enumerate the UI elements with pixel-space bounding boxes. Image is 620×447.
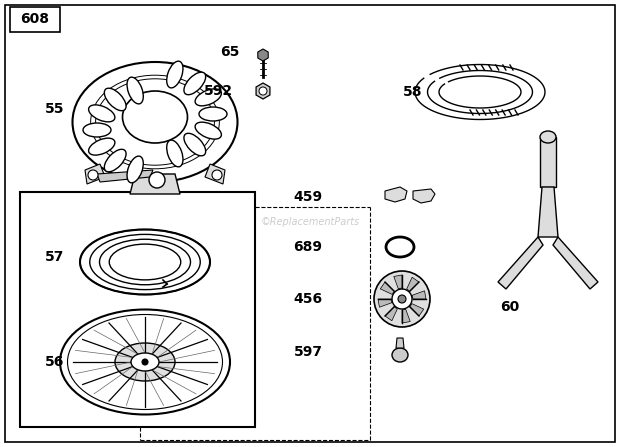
Ellipse shape — [115, 343, 175, 381]
Ellipse shape — [60, 309, 230, 414]
Polygon shape — [413, 189, 435, 203]
Circle shape — [88, 170, 98, 180]
Ellipse shape — [199, 107, 227, 121]
Polygon shape — [407, 277, 419, 291]
Text: 65: 65 — [220, 45, 240, 59]
Circle shape — [392, 289, 412, 309]
Text: 56: 56 — [45, 355, 64, 369]
Bar — [540, 137, 556, 187]
Ellipse shape — [89, 138, 115, 155]
Text: 459: 459 — [293, 190, 322, 204]
Polygon shape — [410, 304, 423, 316]
Text: 456: 456 — [293, 292, 322, 306]
Ellipse shape — [195, 122, 221, 139]
Polygon shape — [412, 291, 426, 299]
Ellipse shape — [89, 105, 115, 122]
Polygon shape — [85, 164, 105, 184]
Ellipse shape — [123, 91, 187, 143]
Polygon shape — [538, 187, 558, 237]
Polygon shape — [380, 282, 394, 295]
Polygon shape — [256, 83, 270, 99]
Text: 689: 689 — [293, 240, 322, 254]
Text: 608: 608 — [20, 12, 50, 26]
Ellipse shape — [73, 62, 237, 182]
Text: 57: 57 — [45, 250, 64, 264]
Circle shape — [259, 87, 267, 95]
Polygon shape — [402, 309, 410, 323]
Ellipse shape — [184, 72, 206, 95]
Circle shape — [398, 295, 406, 303]
Polygon shape — [396, 338, 404, 348]
Ellipse shape — [167, 61, 183, 88]
Polygon shape — [394, 275, 402, 289]
Ellipse shape — [167, 140, 183, 167]
Bar — [10, 7, 60, 32]
Ellipse shape — [83, 123, 111, 137]
Polygon shape — [385, 307, 397, 321]
Text: 60: 60 — [500, 300, 520, 314]
Polygon shape — [205, 164, 225, 184]
Ellipse shape — [131, 353, 159, 371]
Circle shape — [149, 172, 165, 188]
Ellipse shape — [127, 77, 143, 104]
Ellipse shape — [104, 88, 126, 111]
Polygon shape — [378, 299, 392, 307]
Polygon shape — [97, 170, 153, 182]
Bar — [20, 192, 255, 427]
Polygon shape — [258, 49, 268, 61]
Ellipse shape — [392, 348, 408, 362]
Circle shape — [142, 359, 148, 365]
Text: 55: 55 — [45, 102, 64, 116]
Circle shape — [374, 271, 430, 327]
Text: 58: 58 — [403, 85, 423, 99]
Ellipse shape — [184, 133, 206, 156]
Text: 597: 597 — [293, 345, 322, 359]
Ellipse shape — [540, 131, 556, 143]
Text: ©ReplacementParts: ©ReplacementParts — [260, 217, 360, 227]
Ellipse shape — [195, 89, 221, 106]
Polygon shape — [130, 174, 180, 194]
Ellipse shape — [127, 156, 143, 183]
Polygon shape — [498, 237, 543, 289]
Polygon shape — [385, 187, 407, 202]
Ellipse shape — [104, 149, 126, 172]
Circle shape — [212, 170, 222, 180]
Polygon shape — [553, 237, 598, 289]
Text: 592: 592 — [203, 84, 232, 98]
